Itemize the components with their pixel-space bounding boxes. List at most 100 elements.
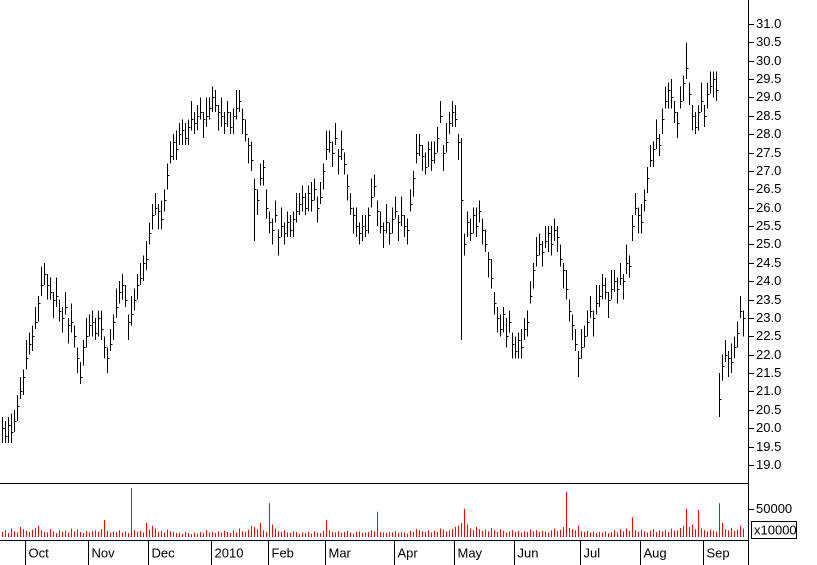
volume-bar bbox=[632, 517, 633, 537]
volume-bar bbox=[380, 531, 381, 537]
volume-bar bbox=[737, 529, 738, 537]
x-tick-label: Sep bbox=[707, 545, 730, 560]
y-tick-label: 22.0 bbox=[756, 347, 781, 362]
volume-bar bbox=[8, 533, 9, 537]
volume-bar bbox=[341, 533, 342, 537]
volume-bar bbox=[218, 531, 219, 537]
volume-bar bbox=[716, 531, 717, 537]
volume-bar bbox=[656, 531, 657, 537]
volume-bar bbox=[47, 532, 48, 537]
volume-bar bbox=[236, 532, 237, 537]
volume-bar bbox=[536, 530, 537, 537]
volume-bar bbox=[50, 529, 51, 537]
volume-bar bbox=[41, 530, 42, 537]
volume-bar bbox=[140, 530, 141, 537]
volume-bar bbox=[521, 532, 522, 537]
volume-bar bbox=[29, 531, 30, 537]
volume-bar bbox=[32, 529, 33, 537]
volume-bar bbox=[659, 530, 660, 537]
volume-bar bbox=[233, 530, 234, 537]
volume-bar bbox=[347, 530, 348, 537]
y-tick-label: 19.5 bbox=[756, 439, 781, 454]
volume-bar bbox=[386, 533, 387, 537]
volume-bar bbox=[533, 531, 534, 537]
volume-bar bbox=[548, 532, 549, 537]
volume-bar bbox=[626, 528, 627, 537]
volume-bar bbox=[176, 533, 177, 537]
volume-bar bbox=[677, 530, 678, 537]
volume-bar bbox=[239, 528, 240, 537]
volume-bar bbox=[530, 529, 531, 537]
y-tick-label: 25.5 bbox=[756, 218, 781, 233]
volume-bar bbox=[353, 533, 354, 537]
volume-bar bbox=[83, 533, 84, 537]
y-tick-label: 29.0 bbox=[756, 89, 781, 104]
volume-bar bbox=[596, 533, 597, 537]
volume-bar bbox=[662, 531, 663, 537]
y-tick-label: 29.5 bbox=[756, 71, 781, 86]
volume-bar bbox=[368, 531, 369, 537]
volume-bar bbox=[185, 531, 186, 537]
volume-bar bbox=[242, 531, 243, 537]
volume-bar bbox=[551, 530, 552, 537]
volume-bar bbox=[254, 526, 255, 537]
volume-bar bbox=[569, 528, 570, 537]
volume-bar bbox=[419, 530, 420, 537]
volume-bar bbox=[590, 532, 591, 537]
volume-bar bbox=[335, 532, 336, 537]
volume-bar bbox=[272, 524, 273, 537]
y-tick-label: 23.0 bbox=[756, 310, 781, 325]
volume-bar bbox=[98, 531, 99, 537]
volume-bar bbox=[437, 531, 438, 537]
volume-bar bbox=[593, 531, 594, 537]
volume-bar bbox=[488, 531, 489, 537]
volume-bar bbox=[251, 525, 252, 537]
y-tick-label: 27.5 bbox=[756, 145, 781, 160]
volume-bar bbox=[509, 531, 510, 537]
volume-bar bbox=[461, 522, 462, 537]
volume-bar bbox=[416, 529, 417, 537]
volume-bar bbox=[188, 533, 189, 537]
volume-bar bbox=[11, 528, 12, 537]
volume-bar bbox=[653, 529, 654, 537]
volume-bar bbox=[332, 531, 333, 537]
volume-bar bbox=[77, 529, 78, 537]
volume-bar bbox=[284, 530, 285, 537]
volume-bar bbox=[26, 530, 27, 537]
volume-bar bbox=[503, 530, 504, 537]
volume-bar bbox=[62, 531, 63, 537]
volume-bar bbox=[734, 530, 735, 537]
volume-bar bbox=[95, 530, 96, 537]
volume-bar bbox=[398, 533, 399, 537]
volume-bar bbox=[743, 528, 744, 537]
volume-bar bbox=[23, 529, 24, 537]
y-tick-label: 26.0 bbox=[756, 200, 781, 215]
volume-unit-box bbox=[751, 521, 797, 539]
volume-bar bbox=[371, 530, 372, 537]
volume-bar bbox=[623, 531, 624, 537]
volume-bar bbox=[209, 532, 210, 537]
volume-bar bbox=[224, 530, 225, 537]
y-tick-label: 25.0 bbox=[756, 236, 781, 251]
volume-bar bbox=[560, 529, 561, 537]
volume-bar bbox=[719, 503, 720, 537]
volume-bar bbox=[149, 529, 150, 537]
volume-bar bbox=[470, 528, 471, 537]
volume-bar bbox=[38, 525, 39, 537]
volume-bar bbox=[542, 530, 543, 537]
volume-bar bbox=[227, 531, 228, 537]
volume-bar bbox=[308, 531, 309, 537]
volume-bar bbox=[500, 529, 501, 537]
volume-bar bbox=[701, 528, 702, 537]
volume-bar bbox=[638, 531, 639, 537]
volume-bar bbox=[395, 531, 396, 537]
volume-bar bbox=[617, 532, 618, 537]
volume-bar bbox=[215, 533, 216, 537]
volume-bar bbox=[20, 526, 21, 537]
x-tick-label: Oct bbox=[29, 545, 50, 560]
volume-bar bbox=[311, 533, 312, 537]
y-tick-label: 23.5 bbox=[756, 292, 781, 307]
volume-bar bbox=[248, 529, 249, 537]
volume-bar bbox=[281, 531, 282, 537]
